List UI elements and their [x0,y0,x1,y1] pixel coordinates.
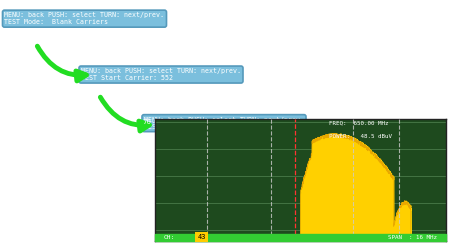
Text: POWER:   48.5 dBuV: POWER: 48.5 dBuV [329,134,392,139]
Text: 43: 43 [198,234,206,240]
Text: MENU: back PUSH: select TURN: next/prev.
TEST Start Carrier: 552: MENU: back PUSH: select TURN: next/prev.… [81,68,241,81]
Text: MENU: back PUSH: select TURN: next/prev.
TEST Mode:  Blank Carriers: MENU: back PUSH: select TURN: next/prev.… [4,12,165,25]
Text: CH:: CH: [164,235,175,240]
Text: SPAN  : 16 MHz: SPAN : 16 MHz [388,235,437,240]
Bar [155,234,446,241]
Text: FREQ:  650.00 MHz: FREQ: 650.00 MHz [329,120,389,125]
Text: MENU: back PUSH: select TURN: next/prev.
TEST Stop Carrier: 1152: MENU: back PUSH: select TURN: next/prev.… [144,117,304,130]
